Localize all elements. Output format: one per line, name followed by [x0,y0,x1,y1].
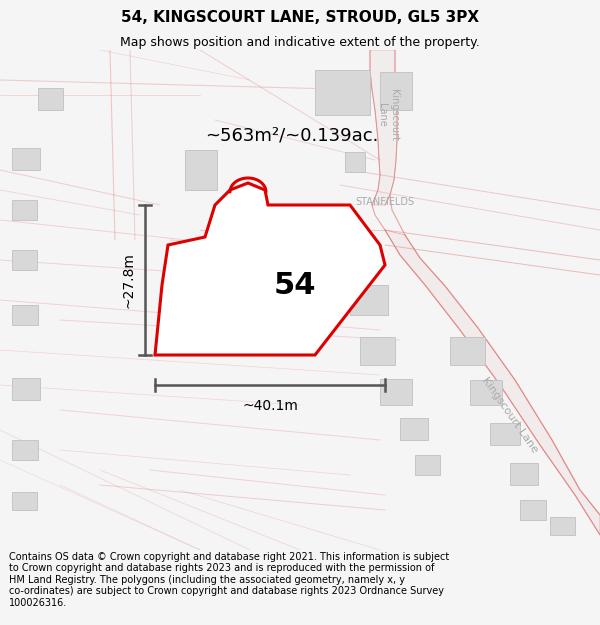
Bar [38,88,63,110]
Bar [12,148,40,170]
Bar [510,463,538,485]
Bar [360,337,395,365]
Bar [415,455,440,475]
Bar [12,378,40,400]
Bar [12,440,38,460]
Text: ~27.8m: ~27.8m [121,252,135,308]
Text: Map shows position and indicative extent of the property.: Map shows position and indicative extent… [120,36,480,49]
Polygon shape [385,230,600,535]
Bar [350,285,388,315]
Bar [12,305,38,325]
Text: STANFIELDS: STANFIELDS [355,197,414,207]
Polygon shape [155,183,385,355]
Bar [12,492,37,510]
Bar [12,250,37,270]
Bar [345,152,365,172]
Bar [490,423,520,445]
Text: 54, KINGSCOURT LANE, STROUD, GL5 3PX: 54, KINGSCOURT LANE, STROUD, GL5 3PX [121,10,479,25]
Bar [380,379,412,405]
Bar [185,150,217,190]
Bar [470,380,502,405]
Text: Contains OS data © Crown copyright and database right 2021. This information is : Contains OS data © Crown copyright and d… [9,551,449,608]
Bar [380,72,412,110]
Bar [320,243,360,275]
Text: 54: 54 [274,271,316,299]
Polygon shape [370,50,397,205]
Text: Kingscourt Lane: Kingscourt Lane [480,375,540,455]
Bar [550,517,575,535]
Bar [520,500,546,520]
Bar [400,418,428,440]
Bar [450,337,485,365]
Text: ~563m²/~0.139ac.: ~563m²/~0.139ac. [205,126,379,144]
Text: ~40.1m: ~40.1m [242,399,298,413]
Bar [315,70,370,115]
Text: Kingscourt
Lane: Kingscourt Lane [377,89,399,141]
Bar [12,200,37,220]
